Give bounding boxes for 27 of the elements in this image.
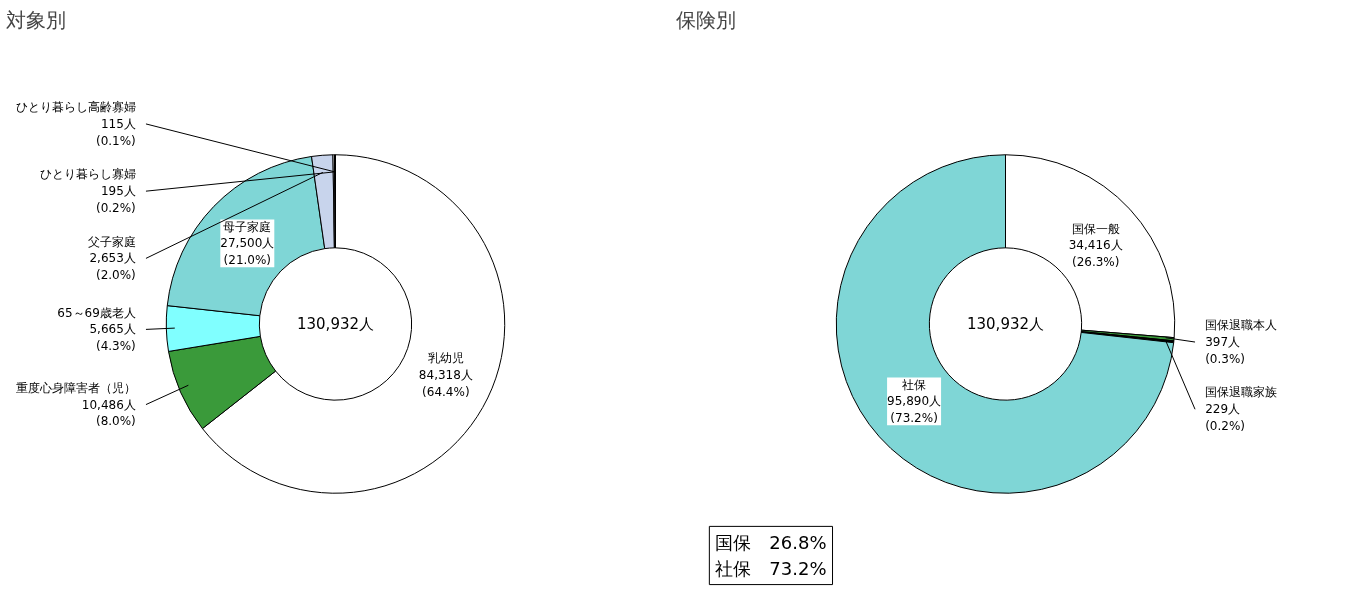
data-label: 229人 (0.2%): [1205, 402, 1246, 434]
slice-label: 国保一般: [1071, 221, 1120, 236]
data-label: 84,318人 (64.4%): [418, 367, 473, 399]
slice-label: 母子家庭: [223, 219, 272, 234]
text: 国保 26.8% 社保 73.2%: [715, 532, 827, 579]
chart-title: 対象別: [5, 7, 66, 32]
slice-label: 国保退職本人: [1205, 318, 1278, 333]
data-label: 2,653人 (2.0%): [89, 251, 136, 283]
data-label: 115人 (0.1%): [95, 116, 136, 148]
data-label: 5,665人 (4.3%): [89, 322, 136, 354]
data-label: 27,500人 (21.0%): [220, 236, 275, 268]
slice-label: 父子家庭: [87, 234, 136, 249]
slice-label: 社保: [902, 377, 927, 392]
slice-label: 重度心身障害者（児）: [15, 380, 136, 395]
slice-label: ひとり暮らし寡婦: [39, 167, 136, 182]
text: 130,932人: [966, 315, 1045, 333]
data-label: 34,416人 (26.3%): [1068, 238, 1123, 270]
slice-label: 65～69歳老人: [57, 305, 136, 320]
slice-label: ひとり暮らし高齢寡婦: [15, 100, 136, 115]
text: 130,932人: [296, 315, 375, 333]
chart-title: 保険別: [675, 7, 736, 32]
data-label: 95,890人 (73.2%): [887, 394, 942, 426]
data-label: 397人 (0.3%): [1205, 335, 1246, 366]
slice-label: 国保退職家族: [1205, 385, 1278, 400]
data-label: 10,486人 (8.0%): [81, 397, 136, 429]
data-label: 195人 (0.2%): [95, 184, 136, 215]
slice-label: 乳幼児: [427, 350, 464, 365]
